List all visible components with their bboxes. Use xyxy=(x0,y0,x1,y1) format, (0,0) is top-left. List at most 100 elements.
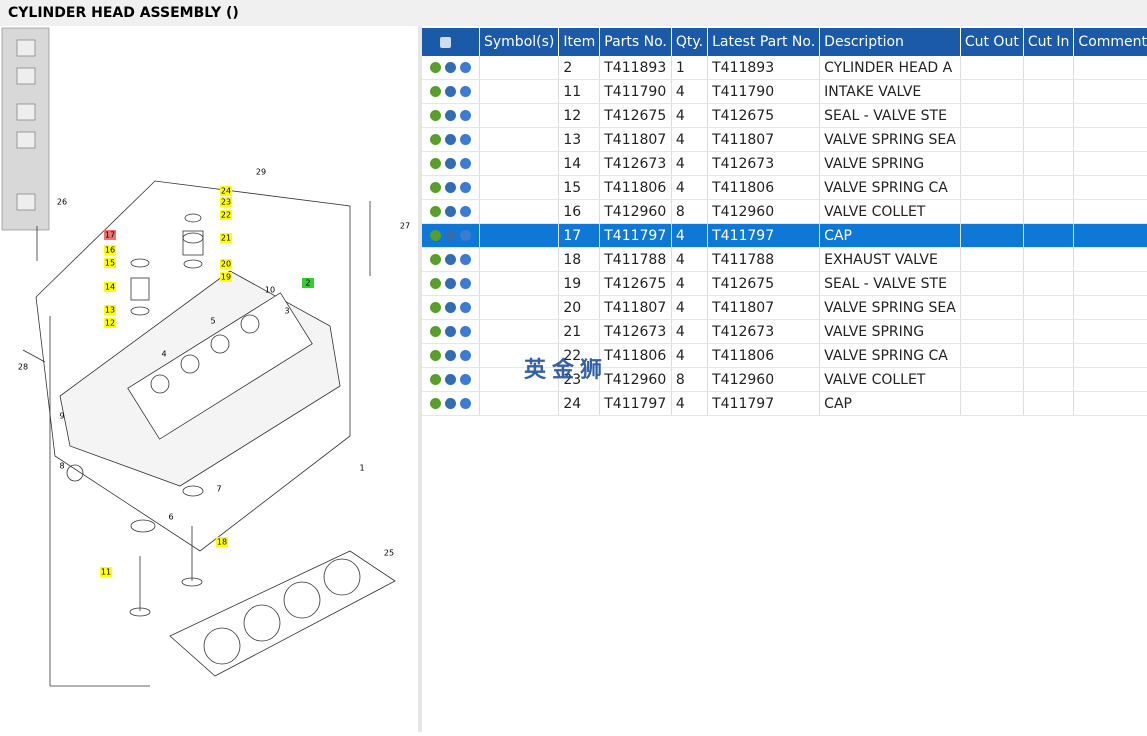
settings-icon[interactable] xyxy=(430,278,441,289)
callout-label[interactable]: 23 xyxy=(221,198,231,207)
callout-label[interactable]: 27 xyxy=(400,222,410,231)
column-header[interactable]: Qty. xyxy=(671,28,709,56)
info-icon[interactable] xyxy=(460,326,471,337)
cart-icon[interactable] xyxy=(445,374,456,385)
settings-icon[interactable] xyxy=(430,398,441,409)
table-row[interactable]: 2 T411893 1 T411893 CYLINDER HEAD A xyxy=(422,56,1147,80)
info-icon[interactable] xyxy=(460,62,471,73)
column-header[interactable]: Cut In xyxy=(1023,28,1075,56)
callout-label[interactable]: 11 xyxy=(101,568,111,577)
cart-icon[interactable] xyxy=(445,398,456,409)
column-header[interactable]: Parts No. xyxy=(599,28,672,56)
settings-icon[interactable] xyxy=(430,182,441,193)
settings-icon[interactable] xyxy=(430,206,441,217)
callout-label[interactable]: 15 xyxy=(105,259,115,268)
cart-icon[interactable] xyxy=(445,230,456,241)
info-icon[interactable] xyxy=(460,206,471,217)
table-row[interactable]: 23 T412960 8 T412960 VALVE COLLET xyxy=(422,367,1147,392)
callout-label[interactable]: 19 xyxy=(221,273,231,282)
table-row[interactable]: 21 T412673 4 T412673 VALVE SPRING xyxy=(422,319,1147,344)
column-header[interactable]: Item xyxy=(558,28,601,56)
callout-label[interactable]: 17 xyxy=(105,231,115,240)
table-row[interactable]: 12 T412675 4 T412675 SEAL - VALVE STE xyxy=(422,103,1147,128)
callout-label[interactable]: 20 xyxy=(221,260,231,269)
settings-icon[interactable] xyxy=(430,134,441,145)
table-row[interactable]: 17 T411797 4 T411797 CAP xyxy=(422,223,1147,248)
info-icon[interactable] xyxy=(460,158,471,169)
info-icon[interactable] xyxy=(460,350,471,361)
callout-label[interactable]: 9 xyxy=(59,412,64,421)
callout-label[interactable]: 3 xyxy=(284,307,289,316)
table-row[interactable]: 14 T412673 4 T412673 VALVE SPRING xyxy=(422,151,1147,176)
callout-label[interactable]: 1 xyxy=(359,464,364,473)
callout-label[interactable]: 6 xyxy=(168,513,173,522)
cart-icon[interactable] xyxy=(445,182,456,193)
callout-label[interactable]: 26 xyxy=(57,198,67,207)
column-header[interactable]: Cut Out xyxy=(960,28,1024,56)
cart-icon[interactable] xyxy=(445,326,456,337)
table-row[interactable]: 11 T411790 4 T411790 INTAKE VALVE xyxy=(422,79,1147,104)
settings-icon[interactable] xyxy=(430,110,441,121)
settings-icon[interactable] xyxy=(430,326,441,337)
info-icon[interactable] xyxy=(460,374,471,385)
callout-label[interactable]: 21 xyxy=(221,234,231,243)
callout-label[interactable]: 22 xyxy=(221,211,231,220)
table-row[interactable]: 24 T411797 4 T411797 CAP xyxy=(422,391,1147,416)
settings-icon[interactable] xyxy=(430,350,441,361)
table-row[interactable]: 15 T411806 4 T411806 VALVE SPRING CA xyxy=(422,175,1147,200)
callout-label[interactable]: 16 xyxy=(105,246,115,255)
settings-icon[interactable] xyxy=(430,254,441,265)
table-row[interactable]: 19 T412675 4 T412675 SEAL - VALVE STE xyxy=(422,271,1147,296)
settings-icon[interactable] xyxy=(430,158,441,169)
info-icon[interactable] xyxy=(460,398,471,409)
cart-icon[interactable] xyxy=(445,350,456,361)
cart-icon[interactable] xyxy=(445,302,456,313)
column-header[interactable]: Latest Part No. xyxy=(707,28,821,56)
callout-label[interactable]: 14 xyxy=(105,283,115,292)
callout-label[interactable]: 12 xyxy=(105,319,115,328)
callout-label[interactable]: 7 xyxy=(216,485,221,494)
info-icon[interactable] xyxy=(460,302,471,313)
callout-label[interactable]: 4 xyxy=(161,350,166,359)
callout-label[interactable]: 28 xyxy=(18,363,28,372)
cart-icon[interactable] xyxy=(445,86,456,97)
cart-icon[interactable] xyxy=(445,110,456,121)
cart-icon[interactable] xyxy=(445,278,456,289)
cart-icon[interactable] xyxy=(445,158,456,169)
cart-icon[interactable] xyxy=(445,62,456,73)
table-row[interactable]: 18 T411788 4 T411788 EXHAUST VALVE xyxy=(422,247,1147,272)
column-header[interactable]: Comment xyxy=(1073,28,1147,56)
callout-label[interactable]: 5 xyxy=(210,317,215,326)
info-icon[interactable] xyxy=(460,254,471,265)
table-row[interactable]: 16 T412960 8 T412960 VALVE COLLET xyxy=(422,199,1147,224)
info-icon[interactable] xyxy=(460,110,471,121)
settings-icon[interactable] xyxy=(430,230,441,241)
table-row[interactable]: 13 T411807 4 T411807 VALVE SPRING SEA xyxy=(422,127,1147,152)
cart-icon[interactable] xyxy=(445,254,456,265)
settings-icon[interactable] xyxy=(430,302,441,313)
callout-label[interactable]: 2 xyxy=(305,279,310,288)
info-icon[interactable] xyxy=(460,182,471,193)
cart-icon[interactable] xyxy=(445,134,456,145)
table-row[interactable]: 20 T411807 4 T411807 VALVE SPRING SEA xyxy=(422,295,1147,320)
info-icon[interactable] xyxy=(460,134,471,145)
callout-label[interactable]: 13 xyxy=(105,306,115,315)
info-icon[interactable] xyxy=(460,278,471,289)
table-row[interactable]: 22 T411806 4 T411806 VALVE SPRING CA xyxy=(422,343,1147,368)
search-header[interactable] xyxy=(422,28,480,56)
callout-label[interactable]: 25 xyxy=(384,549,394,558)
column-header[interactable]: Symbol(s) xyxy=(479,28,560,56)
settings-icon[interactable] xyxy=(430,62,441,73)
info-icon[interactable] xyxy=(460,230,471,241)
cart-icon[interactable] xyxy=(445,206,456,217)
callout-label[interactable]: 8 xyxy=(59,462,64,471)
info-icon[interactable] xyxy=(460,86,471,97)
cell: 15 xyxy=(558,175,601,200)
settings-icon[interactable] xyxy=(430,374,441,385)
callout-label[interactable]: 29 xyxy=(256,168,266,177)
settings-icon[interactable] xyxy=(430,86,441,97)
callout-label[interactable]: 24 xyxy=(221,187,231,196)
column-header[interactable]: Description xyxy=(819,28,961,56)
callout-label[interactable]: 10 xyxy=(265,286,275,295)
callout-label[interactable]: 18 xyxy=(217,538,227,547)
